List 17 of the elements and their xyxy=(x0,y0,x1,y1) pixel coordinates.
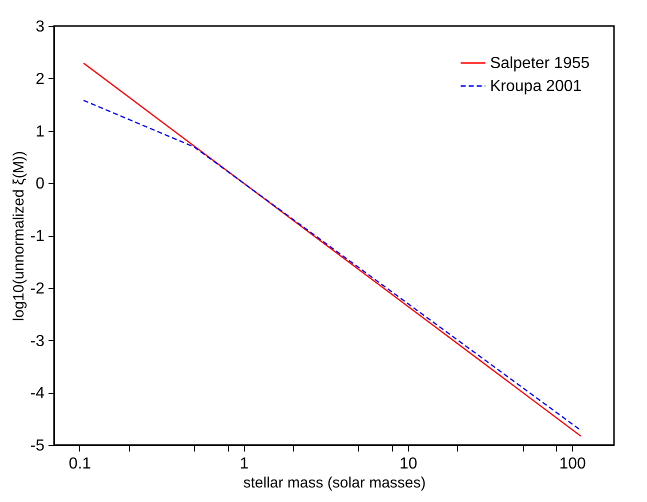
x-tick-label: 1 xyxy=(240,456,249,472)
x-tick-label: 0.1 xyxy=(68,456,92,472)
x-tick-label: 10 xyxy=(399,456,418,472)
y-tick-label: -2 xyxy=(30,280,45,298)
y-tick-label: -5 xyxy=(30,438,45,454)
y-tick-label: -3 xyxy=(30,332,45,350)
y-tick-label: 2 xyxy=(36,70,45,88)
y-tick-label: 0 xyxy=(36,176,45,193)
y-tick-label: -4 xyxy=(30,385,45,402)
x-axis-title: stellar mass (solar masses) xyxy=(243,474,426,492)
y-axis-title: log10(unnormalized ξ(M)) xyxy=(10,150,28,322)
y-tick-label: 1 xyxy=(36,123,45,140)
y-tick-label: -1 xyxy=(30,228,45,245)
legend-label: Kroupa 2001 xyxy=(490,78,582,95)
y-tick-label: 3 xyxy=(36,18,45,36)
x-tick-label: 100 xyxy=(559,456,586,472)
legend-label: Salpeter 1955 xyxy=(490,55,590,72)
